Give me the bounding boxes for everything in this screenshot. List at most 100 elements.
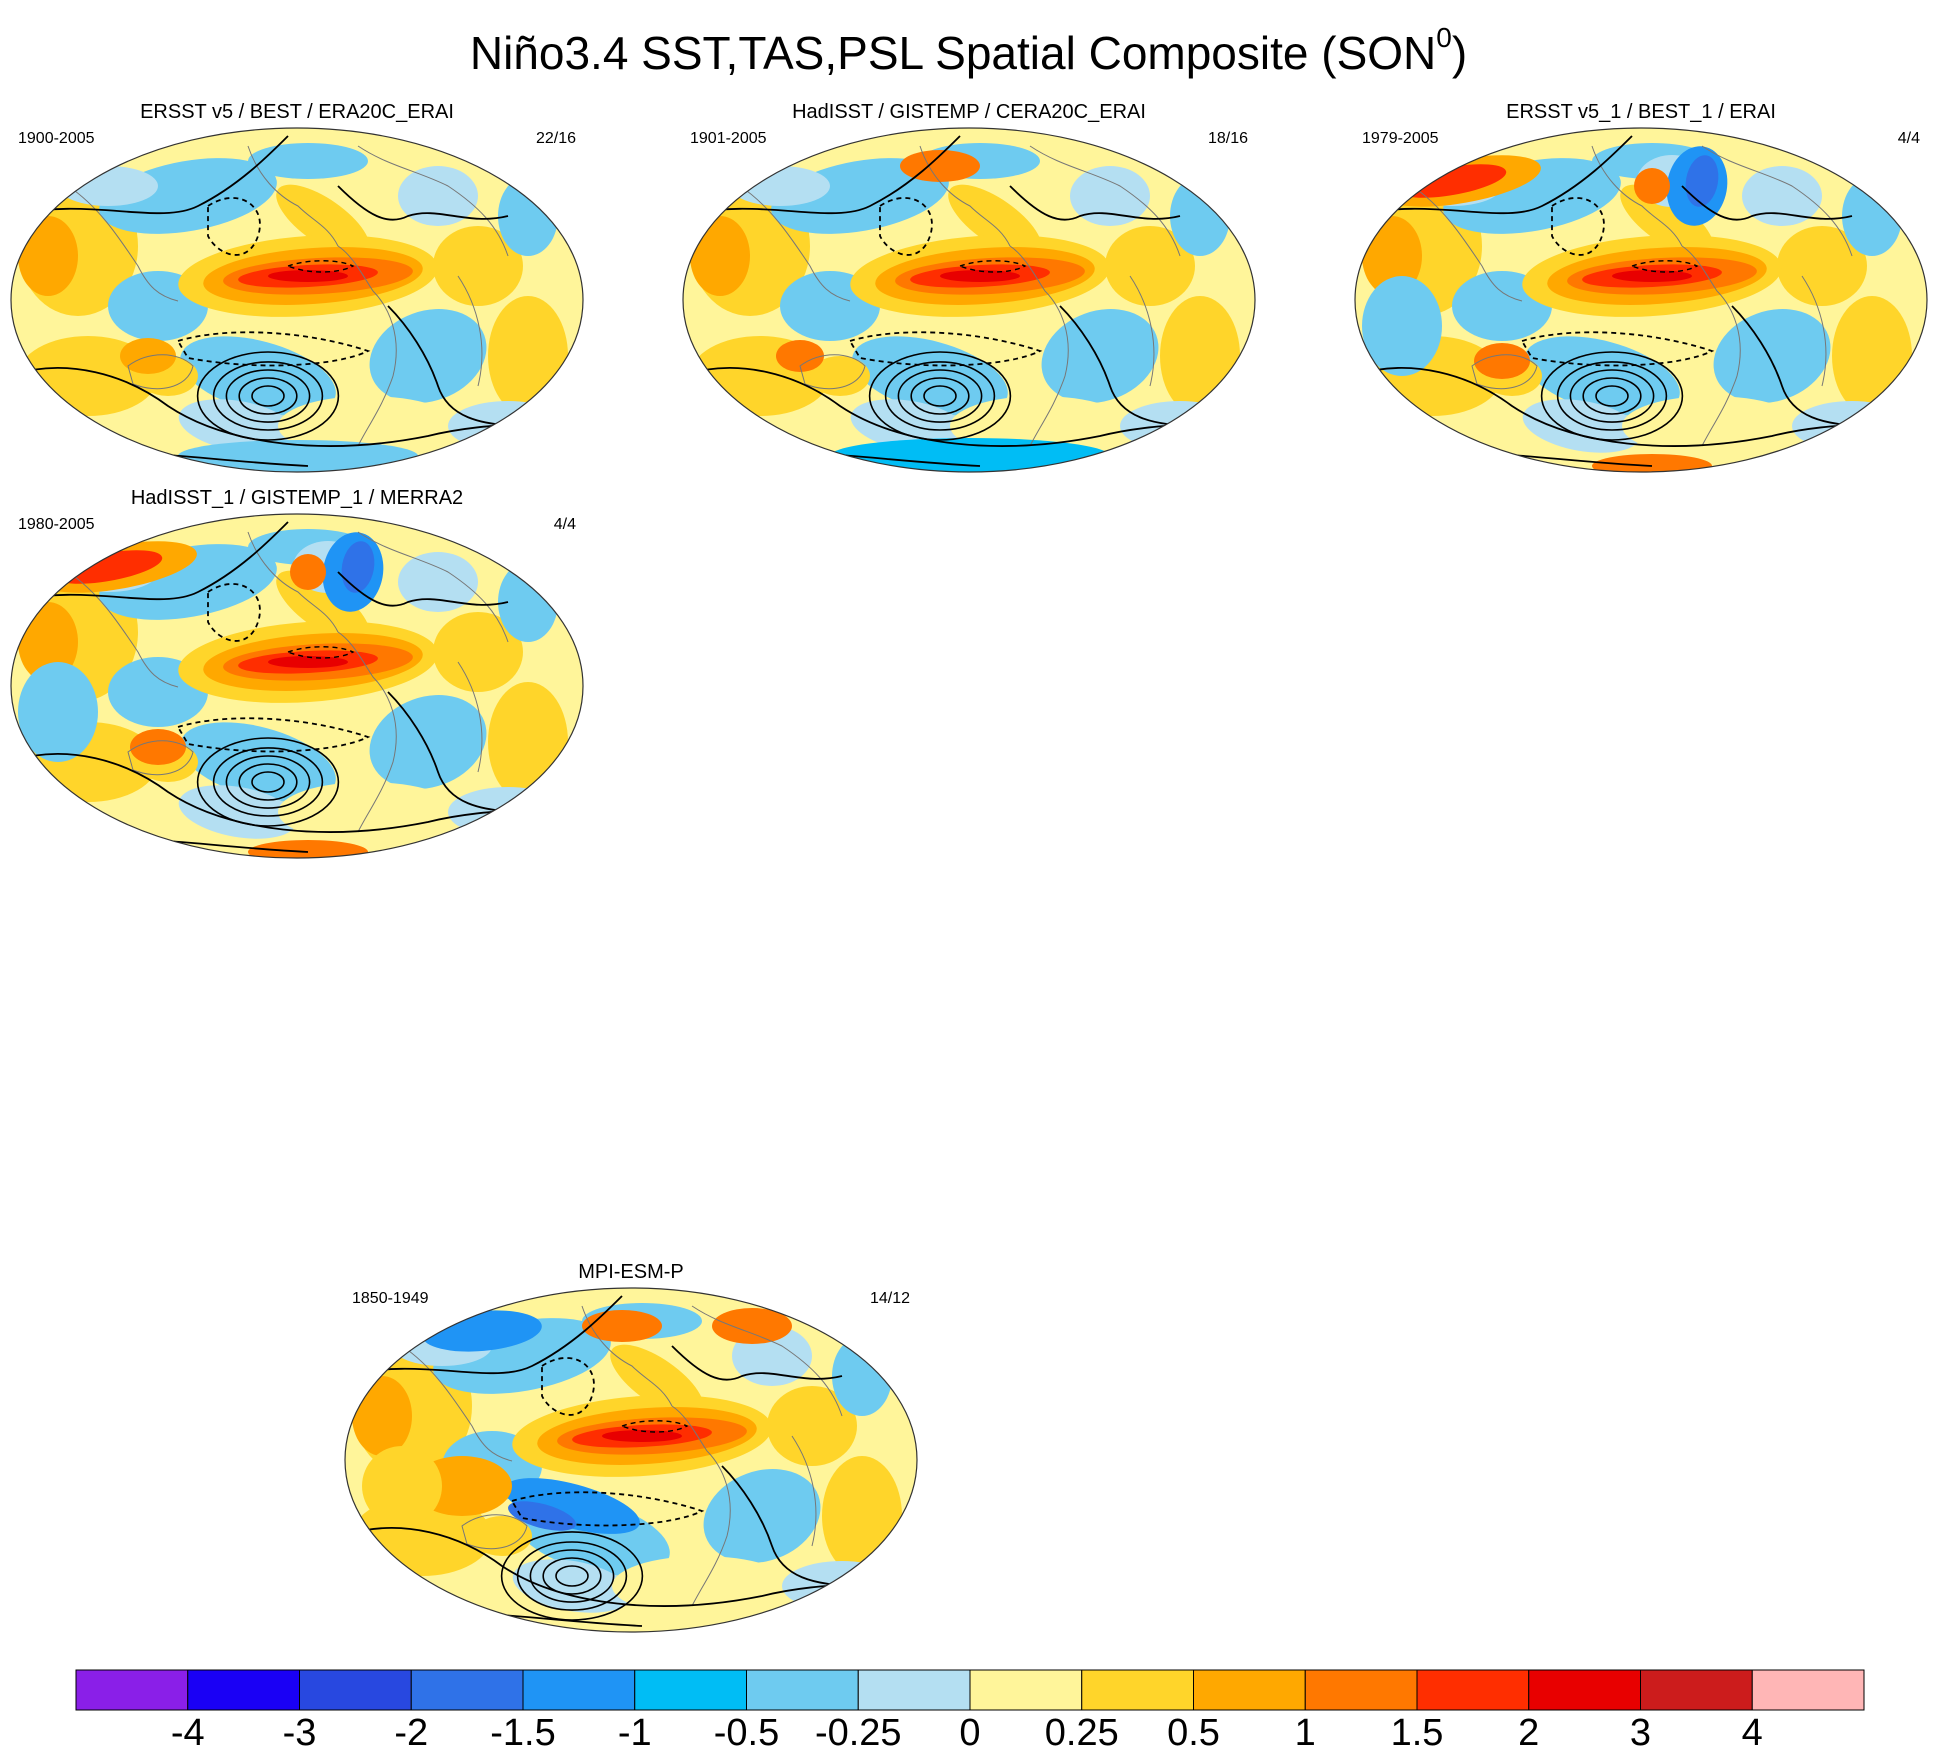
colorbar-box bbox=[299, 1669, 412, 1711]
psl-contour-positive bbox=[581, 1305, 731, 1607]
psl-contour-positive bbox=[691, 1305, 843, 1417]
anomaly-region bbox=[1362, 276, 1442, 376]
colorbar-tick-label: 2 bbox=[1518, 1712, 1540, 1754]
psl-contour-positive bbox=[516, 1541, 628, 1611]
psl-contour-positive bbox=[1569, 369, 1655, 423]
psl-contour-negative bbox=[286, 260, 355, 273]
anomaly-region bbox=[602, 1430, 682, 1442]
psl-contour-positive bbox=[387, 305, 529, 427]
psl-contour-positive bbox=[1595, 385, 1629, 407]
psl-contour-positive bbox=[1029, 145, 1181, 257]
panel-period: 1901-2005 bbox=[690, 130, 767, 147]
anomaly-region bbox=[690, 216, 750, 296]
psl-contour-positive bbox=[671, 1345, 843, 1381]
psl-contour-positive bbox=[1355, 135, 1633, 217]
psl-contour-positive bbox=[357, 145, 509, 257]
anomaly-region bbox=[1685, 155, 1719, 207]
robinson-map bbox=[344, 1287, 918, 1633]
panel-count: 22/16 bbox=[535, 130, 576, 147]
psl-contour-negative bbox=[510, 1491, 705, 1527]
psl-contour-negative bbox=[879, 197, 933, 256]
anomaly-region bbox=[703, 1468, 821, 1564]
anomaly-region bbox=[248, 143, 368, 179]
psl-contour-negative bbox=[1520, 331, 1715, 367]
psl-contour-positive bbox=[67, 185, 179, 302]
psl-contour-positive bbox=[1731, 305, 1873, 427]
psl-contour-negative bbox=[1551, 197, 1605, 256]
anomaly-region bbox=[712, 1308, 792, 1344]
psl-contour-positive bbox=[247, 531, 397, 833]
panel-count: 18/16 bbox=[1207, 130, 1248, 147]
psl-contour-positive bbox=[225, 755, 311, 809]
anomaly-region bbox=[1070, 166, 1150, 226]
anomaly-region bbox=[1120, 401, 1240, 451]
panel-period: 1900-2005 bbox=[18, 130, 95, 147]
psl-contour-positive bbox=[1411, 185, 1523, 302]
psl-contour-positive bbox=[500, 1531, 644, 1621]
psl-contour-positive bbox=[791, 1435, 817, 1547]
psl-contour-positive bbox=[923, 385, 957, 407]
psl-contour-positive bbox=[337, 571, 509, 607]
psl-contour-negative bbox=[207, 197, 261, 256]
psl-contour-positive bbox=[1681, 185, 1853, 221]
anomaly-region bbox=[1612, 270, 1692, 282]
colorbar-tick-label: 1 bbox=[1294, 1712, 1316, 1754]
psl-contour-positive bbox=[247, 145, 397, 447]
psl-contour-positive bbox=[11, 521, 289, 603]
psl-contour-positive bbox=[251, 771, 285, 793]
psl-contour-positive bbox=[884, 361, 996, 431]
anomaly-region bbox=[58, 166, 158, 206]
map-outline bbox=[1354, 127, 1928, 473]
anomaly-region bbox=[1474, 343, 1530, 379]
colorbar-tick-label: 4 bbox=[1741, 1712, 1763, 1754]
psl-contour-positive bbox=[212, 747, 324, 817]
colorbar-box bbox=[410, 1669, 524, 1711]
psl-contour-negative bbox=[1630, 260, 1699, 273]
colorbar-tick-label: 3 bbox=[1629, 1712, 1652, 1754]
anomaly-region bbox=[1041, 308, 1159, 404]
map-panel: HadISST / GISTEMP / CERA20C_ERAI 1901-20… bbox=[680, 100, 1258, 480]
psl-contour-negative bbox=[286, 646, 355, 659]
anomaly-region bbox=[776, 340, 824, 372]
colorbar-tick-label: 1.5 bbox=[1390, 1712, 1444, 1754]
psl-contour-negative bbox=[620, 1420, 689, 1433]
panel-title: ERSST v5_1 / BEST_1 / ERAI bbox=[1506, 101, 1776, 123]
robinson-map bbox=[10, 127, 584, 473]
panel-title: HadISST_1 / GISTEMP_1 / MERRA2 bbox=[130, 487, 464, 509]
anomaly-region bbox=[782, 1561, 902, 1611]
anomaly-region bbox=[341, 541, 375, 593]
anomaly-region bbox=[369, 694, 487, 790]
psl-contour-negative bbox=[207, 583, 261, 642]
anomaly-region bbox=[369, 308, 487, 404]
psl-contour-positive bbox=[67, 571, 179, 688]
anomaly-region bbox=[472, 1516, 532, 1556]
psl-contour-positive bbox=[1582, 377, 1642, 415]
colorbar-box bbox=[1081, 1669, 1194, 1711]
anomaly-region bbox=[53, 550, 163, 584]
anomaly-region bbox=[1634, 168, 1670, 204]
psl-contour-positive bbox=[357, 531, 509, 643]
robinson-map bbox=[682, 127, 1256, 473]
psl-contour-positive bbox=[225, 369, 311, 423]
map-outline bbox=[10, 513, 584, 859]
psl-contour-positive bbox=[127, 740, 194, 776]
map-outline bbox=[344, 1287, 918, 1633]
panel-title: HadISST / GISTEMP / CERA20C_ERAI bbox=[792, 101, 1146, 123]
anomaly-region bbox=[278, 782, 458, 842]
psl-contour-negative bbox=[176, 717, 371, 753]
psl-contour-positive bbox=[683, 135, 961, 217]
psl-contour-positive bbox=[337, 185, 509, 221]
anomaly-region bbox=[830, 438, 1110, 472]
colorbar-labels: -4 -3 -2 -1.5 -1 -0.5 -0.25 0 0.25 0.5 1 1.5 2 3 4 bbox=[75, 1712, 1865, 1758]
anomaly-region bbox=[582, 1310, 662, 1342]
anomaly-region bbox=[1160, 296, 1240, 416]
colorbar-box bbox=[1751, 1669, 1865, 1711]
colorbar-box bbox=[969, 1669, 1083, 1711]
anomaly-region bbox=[612, 1556, 792, 1616]
map-outline bbox=[10, 127, 584, 473]
psl-contour-positive bbox=[739, 185, 851, 302]
map-panel: MPI-ESM-P 1850-1949 14/12 bbox=[342, 1260, 920, 1640]
anomaly-region bbox=[178, 440, 418, 472]
anomaly-region bbox=[822, 1456, 902, 1576]
psl-contour-positive bbox=[212, 361, 324, 431]
